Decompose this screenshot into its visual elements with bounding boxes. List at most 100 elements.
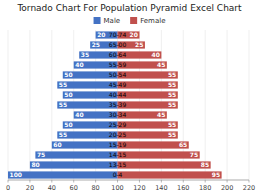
bar [118,71,178,78]
data-label: 55 [59,101,67,108]
bar [118,101,178,108]
tick-mark [51,180,52,183]
tick-label: 0 [6,184,10,192]
data-label: 65 [179,141,187,148]
grid-line [8,30,9,180]
grid [8,30,249,180]
bar [118,161,211,168]
data-label: 100 [10,171,23,178]
tick-mark [95,180,96,183]
legend-label: Male [104,17,121,25]
tick-label: 100 [111,184,123,192]
chart: Tornado Chart For Population Pyramid Exc… [0,0,259,194]
category-label: 25-29 [109,121,127,128]
x-axis: 0 20 40 60 80 100 120 140 160 180 200 220 [6,180,255,192]
legend: Male Female [94,17,166,25]
data-label: 25 [135,41,143,48]
tick-label: 140 [155,184,167,192]
data-label: 55 [168,131,176,138]
data-label: 55 [168,101,176,108]
bar [118,81,178,88]
data-label: 55 [59,81,67,88]
category-label: 65-00 [109,41,127,48]
category-label: 70-74 [109,31,127,38]
tick-mark [205,180,206,183]
category-label: 60-64 [109,51,127,58]
data-label: 35 [81,51,89,58]
data-label: 45 [157,111,165,118]
bar [118,141,189,148]
tick-mark [183,180,184,183]
data-label: 40 [152,51,160,58]
data-label: 75 [37,151,45,158]
data-label: 45 [157,61,165,68]
legend-item: Female [130,17,165,25]
data-label: 50 [64,71,72,78]
bar [118,151,200,158]
tick-mark [29,180,30,183]
tick-label: 220 [243,184,255,192]
grid-line [205,30,206,180]
data-label: 60 [53,141,61,148]
data-label: 55 [168,81,176,88]
legend-label: Female [140,17,165,25]
tick-mark [227,180,228,183]
tick-mark [117,180,118,183]
tick-label: 180 [199,184,211,192]
data-label: 40 [75,111,83,118]
data-label: 55 [168,71,176,78]
category-label: 13-15 [109,161,127,168]
legend-swatch [94,17,101,24]
bar [30,161,118,168]
grid-line [227,30,228,180]
data-label: 40 [75,61,83,68]
category-label: 40-44 [109,91,127,98]
grid-line [29,30,30,180]
bars [8,31,222,178]
category-label: 50-54 [109,71,127,78]
data-label: 55 [168,91,176,98]
legend-swatch [130,17,137,24]
tick-mark [8,180,9,183]
data-label: 20 [130,31,138,38]
category-label: 14-15 [109,151,127,158]
axis-line [8,180,249,181]
bar [118,131,178,138]
tick-mark [249,180,250,183]
tick-label: 160 [177,184,189,192]
labels: 202070-74252565-00354060-64404555-595055… [10,31,221,178]
tick-label: 120 [133,184,145,192]
data-label: 55 [168,121,176,128]
category-label: 45-49 [109,81,127,88]
tick-mark [73,180,74,183]
category-label: 0-4 [113,171,123,178]
tick-label: 20 [26,184,34,192]
tick-label: 80 [91,184,99,192]
data-label: 25 [92,41,100,48]
data-label: 85 [201,161,209,168]
data-label: 95 [212,171,220,178]
bar [118,91,178,98]
legend-item: Male [94,17,121,25]
data-label: 75 [190,151,198,158]
grid-line [249,30,250,180]
bar [118,171,222,178]
category-label: 35-39 [109,101,127,108]
bar [118,121,178,128]
data-label: 80 [31,161,39,168]
bar [52,141,118,148]
bar [35,151,117,158]
data-label: 20 [97,31,105,38]
data-label: 50 [64,91,72,98]
tick-label: 200 [221,184,233,192]
tick-label: 40 [48,184,56,192]
bar [8,171,118,178]
tick-mark [161,180,162,183]
data-label: 50 [64,121,72,128]
category-label: 30-34 [109,111,127,118]
category-label: 55-59 [109,61,127,68]
category-label: 20-25 [109,131,127,138]
title: Tornado Chart For Population Pyramid Exc… [16,3,242,13]
tick-mark [139,180,140,183]
tick-label: 60 [70,184,78,192]
